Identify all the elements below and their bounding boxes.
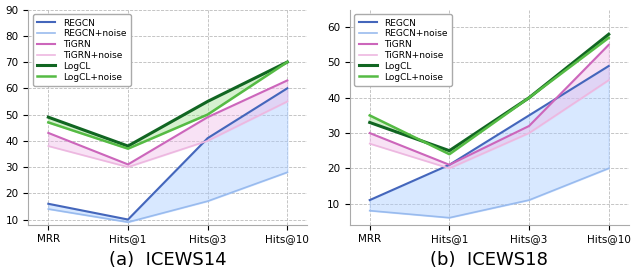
X-axis label: (b)  ICEWS18: (b) ICEWS18 bbox=[430, 251, 548, 270]
Legend: REGCN, REGCN+noise, TiGRN, TiGRN+noise, LogCL, LogCL+noise: REGCN, REGCN+noise, TiGRN, TiGRN+noise, … bbox=[355, 14, 452, 86]
Legend: REGCN, REGCN+noise, TiGRN, TiGRN+noise, LogCL, LogCL+noise: REGCN, REGCN+noise, TiGRN, TiGRN+noise, … bbox=[33, 14, 131, 86]
X-axis label: (a)  ICEWS14: (a) ICEWS14 bbox=[109, 251, 227, 270]
